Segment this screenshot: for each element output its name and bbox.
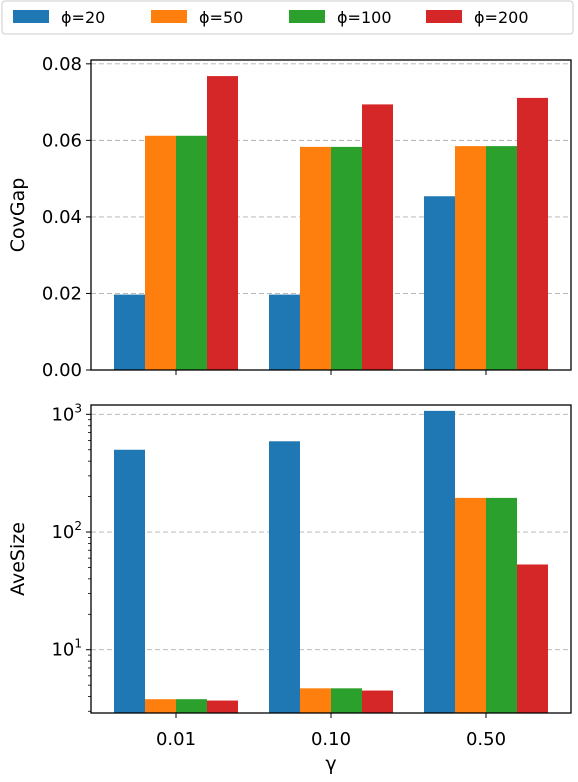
x-tick-label: 0.50 bbox=[466, 729, 506, 750]
bar-ϕ=20-0.10 bbox=[269, 441, 300, 713]
legend-swatch bbox=[151, 10, 187, 23]
y-tick-label-exponent: 3 bbox=[74, 401, 82, 415]
y-tick-label-exponent: 1 bbox=[74, 637, 82, 651]
bar-ϕ=50-0.10 bbox=[300, 146, 331, 370]
bar-ϕ=100-0.01 bbox=[176, 699, 207, 713]
bar-ϕ=100-0.01 bbox=[176, 135, 207, 370]
y-tick-label: 103 bbox=[51, 401, 82, 425]
legend-label: ϕ=50 bbox=[199, 8, 243, 27]
y-tick-label-exponent: 2 bbox=[74, 519, 82, 533]
legend: ϕ=20 ϕ=50 ϕ=100 ϕ=200 bbox=[1, 0, 574, 35]
bar-ϕ=100-0.10 bbox=[331, 688, 362, 713]
bar-ϕ=200-0.10 bbox=[362, 690, 393, 713]
legend-frame bbox=[1, 0, 574, 35]
legend-swatch bbox=[13, 10, 49, 23]
y-tick-label: 0.04 bbox=[42, 207, 82, 228]
bar-ϕ=50-0.50 bbox=[455, 146, 486, 370]
bar-ϕ=100-0.50 bbox=[486, 497, 517, 713]
bar-ϕ=100-0.50 bbox=[486, 146, 517, 370]
x-tick-label: 0.10 bbox=[311, 729, 351, 750]
x-axis-label: γ bbox=[325, 753, 336, 775]
y-tick-label: 101 bbox=[51, 637, 82, 661]
bar-ϕ=50-0.50 bbox=[455, 497, 486, 713]
y-axis-label: CovGap bbox=[7, 178, 29, 253]
bar-ϕ=100-0.10 bbox=[331, 146, 362, 370]
x-tick-label: 0.01 bbox=[156, 729, 196, 750]
y-axis-label: AveSize bbox=[7, 522, 29, 596]
y-tick-label: 0.08 bbox=[42, 54, 82, 75]
y-tick-label-base: 10 bbox=[51, 522, 74, 543]
bar-ϕ=20-0.50 bbox=[424, 410, 455, 713]
bar-ϕ=200-0.01 bbox=[207, 700, 238, 713]
legend-label: ϕ=200 bbox=[474, 8, 529, 27]
bar-ϕ=50-0.10 bbox=[300, 688, 331, 713]
bar-ϕ=20-0.01 bbox=[114, 294, 145, 370]
legend-label: ϕ=20 bbox=[61, 8, 105, 27]
bar-ϕ=20-0.50 bbox=[424, 196, 455, 370]
bar-ϕ=20-0.10 bbox=[269, 294, 300, 370]
legend-swatch bbox=[289, 10, 325, 23]
y-tick-label: 0.06 bbox=[42, 130, 82, 151]
bar-ϕ=200-0.50 bbox=[517, 564, 548, 713]
panel-covgap: 0.00 0.02 0.04 0.06 0.08 CovGap bbox=[7, 54, 572, 381]
legend-label: ϕ=100 bbox=[337, 8, 392, 27]
y-tick-label: 102 bbox=[51, 519, 82, 543]
y-tick-label-base: 10 bbox=[51, 404, 74, 425]
bar-ϕ=200-0.50 bbox=[517, 97, 548, 370]
bar-ϕ=200-0.01 bbox=[207, 76, 238, 371]
bar-ϕ=200-0.10 bbox=[362, 104, 393, 370]
bar-ϕ=50-0.01 bbox=[145, 135, 176, 370]
bar-ϕ=50-0.01 bbox=[145, 699, 176, 713]
legend-swatch bbox=[426, 10, 462, 23]
y-tick-label-base: 10 bbox=[51, 640, 74, 661]
y-tick-label: 0.00 bbox=[42, 360, 82, 381]
bar-ϕ=20-0.01 bbox=[114, 449, 145, 713]
y-tick-label: 0.02 bbox=[42, 283, 82, 304]
